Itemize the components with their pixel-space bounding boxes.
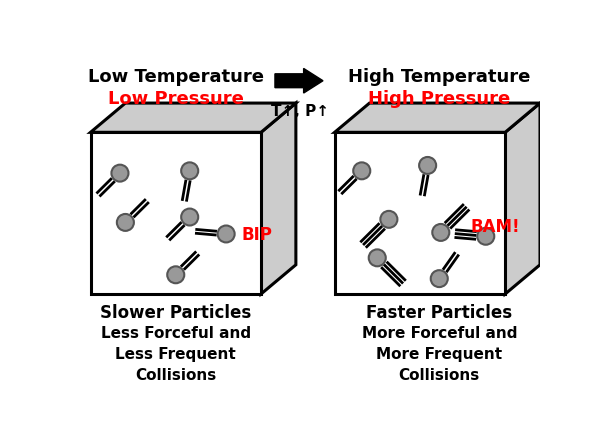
Text: High Temperature: High Temperature xyxy=(348,68,530,86)
Circle shape xyxy=(218,226,235,242)
Text: Low Pressure: Low Pressure xyxy=(108,90,244,108)
Circle shape xyxy=(432,224,449,241)
Polygon shape xyxy=(335,132,505,294)
Text: More Forceful and
More Frequent
Collisions: More Forceful and More Frequent Collisio… xyxy=(361,326,517,383)
Polygon shape xyxy=(335,103,540,132)
Circle shape xyxy=(181,208,198,226)
Text: BIP: BIP xyxy=(242,226,272,244)
Circle shape xyxy=(369,249,386,266)
Circle shape xyxy=(117,214,134,231)
Text: Low Temperature: Low Temperature xyxy=(88,68,264,86)
Text: High Pressure: High Pressure xyxy=(368,90,511,108)
Polygon shape xyxy=(91,132,261,294)
Circle shape xyxy=(353,162,370,179)
Circle shape xyxy=(181,162,198,179)
Circle shape xyxy=(419,157,436,174)
Polygon shape xyxy=(261,103,296,294)
Circle shape xyxy=(477,228,494,245)
FancyArrow shape xyxy=(275,68,323,93)
Polygon shape xyxy=(505,103,540,294)
Text: Less Forceful and
Less Frequent
Collisions: Less Forceful and Less Frequent Collisio… xyxy=(101,326,251,383)
Text: BAM!: BAM! xyxy=(470,218,520,236)
Circle shape xyxy=(380,211,397,228)
Circle shape xyxy=(167,266,184,283)
Text: Slower Particles: Slower Particles xyxy=(100,304,251,322)
Circle shape xyxy=(431,270,448,287)
Polygon shape xyxy=(91,103,296,132)
Text: Faster Particles: Faster Particles xyxy=(366,304,512,322)
Circle shape xyxy=(112,165,128,181)
Text: T↑, P↑: T↑, P↑ xyxy=(271,104,329,119)
